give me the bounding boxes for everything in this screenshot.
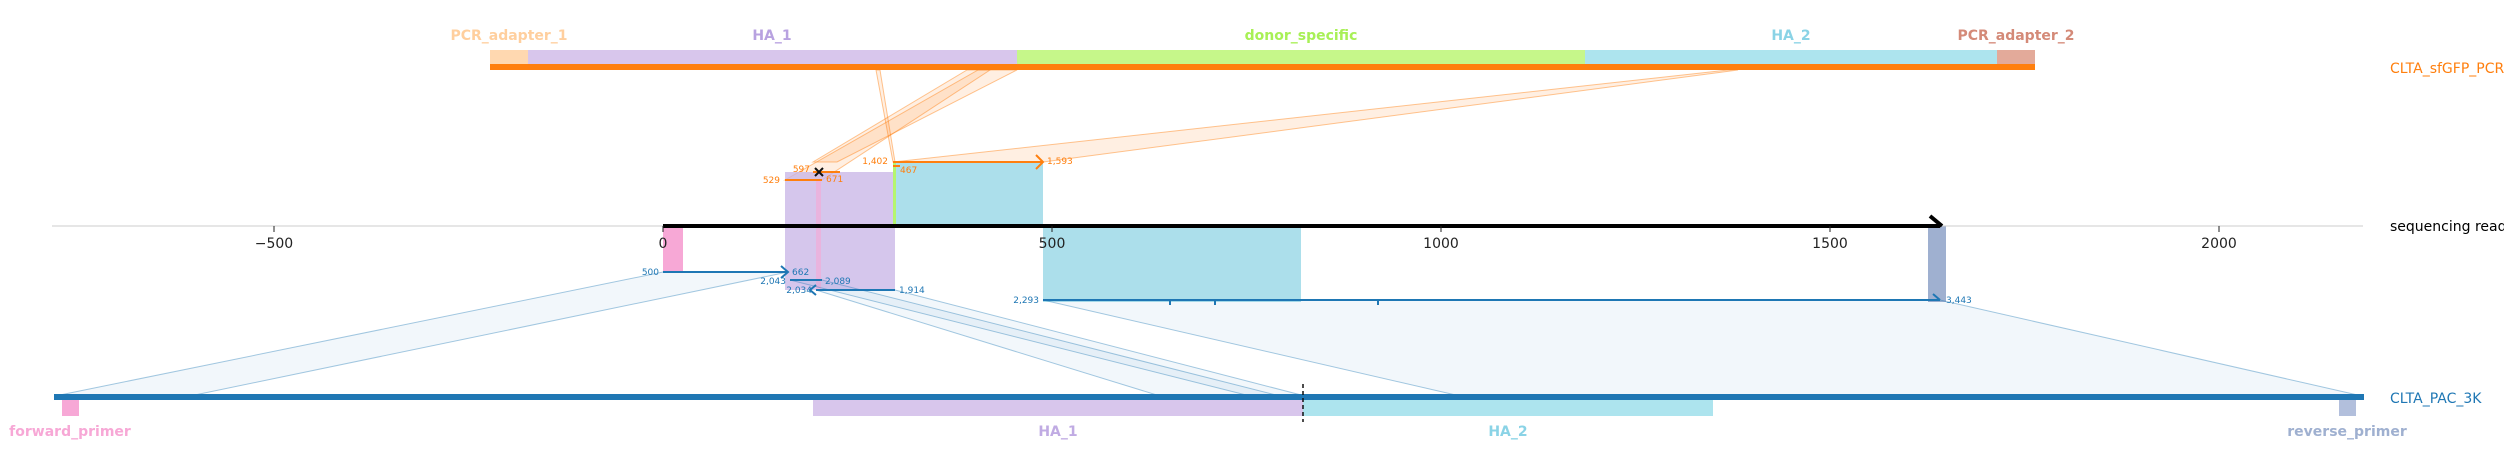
read-donor-strip <box>893 162 896 226</box>
top-aln-label-671: 671 <box>826 175 843 185</box>
read-small-strip <box>816 180 821 290</box>
bottom-feature-ha1-block <box>813 400 1303 416</box>
top-aln-arrow-end <box>1035 154 1045 170</box>
read-forward-primer <box>663 226 683 272</box>
read-ha2-highlight-upper <box>895 162 1043 226</box>
top-aln-label-467: 467 <box>900 166 917 176</box>
top-reference-line <box>490 64 2035 70</box>
bottom-feature-label-forward-primer: forward_primer <box>9 424 131 440</box>
read-axis-ticks <box>273 226 2220 232</box>
bottom-aln-label-3443: 3,443 <box>1946 296 1972 306</box>
top-reference-name: CLTA_sfGFP_PCR <box>2390 61 2504 77</box>
read-ha1-highlight <box>785 172 895 290</box>
top-aln-label-529: 529 <box>763 176 780 186</box>
top-feature-pcr-adapter-2-block <box>1997 50 2035 66</box>
bottom-aln-label-2089: 2,089 <box>825 277 851 287</box>
tick-label-1500: 1500 <box>1812 236 1848 252</box>
top-reference: PCR_adapter_1 HA_1 donor_specific HA_2 P… <box>450 28 2504 77</box>
top-feature-label-pcr-adapter-1: PCR_adapter_1 <box>450 28 567 44</box>
bottom-aln-label-2043: 2,043 <box>760 277 786 287</box>
top-alignment-fans <box>783 69 1739 181</box>
bottom-feature-label-ha1: HA_1 <box>1038 424 1077 440</box>
top-aln-label-1402: 1,402 <box>862 157 888 167</box>
top-feature-label-pcr-adapter-2: PCR_adapter_2 <box>1957 28 2074 44</box>
tick-label-2000: 2000 <box>2201 236 2237 252</box>
read-arrow-head <box>1928 214 1944 228</box>
bottom-reference: forward_primer HA_1 HA_2 reverse_primer … <box>9 384 2482 440</box>
top-fan-2 <box>892 69 1739 163</box>
bottom-alignment-fans <box>54 271 2363 397</box>
top-feature-label-ha1: HA_1 <box>752 28 791 44</box>
tick-label-neg500: −500 <box>255 236 293 252</box>
top-feature-ha1-block <box>528 50 1017 66</box>
read-reverse-primer <box>1928 226 1946 302</box>
top-feature-label-ha2: HA_2 <box>1771 28 1810 44</box>
bottom-aln-label-1914: 1,914 <box>899 286 925 296</box>
bottom-aln-arrow-1 <box>780 265 790 279</box>
bottom-reference-name: CLTA_PAC_3K <box>2390 391 2482 407</box>
bottom-fan-1 <box>54 271 789 397</box>
bottom-aln-label-2293: 2,293 <box>1013 296 1039 306</box>
bottom-alignment-segments <box>663 265 1941 305</box>
bottom-aln-label-2034: 2,034 <box>786 286 812 296</box>
bottom-reference-line <box>54 394 2364 400</box>
top-aln-cross <box>814 167 824 177</box>
bottom-aln-arrow-2 <box>808 284 817 296</box>
bottom-aln-arrow-3 <box>1932 293 1941 301</box>
top-feature-label-donor-specific: donor_specific <box>1245 28 1358 44</box>
bottom-feature-reverse-primer-block <box>2339 400 2356 416</box>
top-feature-ha2-block <box>1585 50 1997 66</box>
top-alignment-segments <box>785 154 1045 181</box>
tick-label-1000: 1000 <box>1423 236 1459 252</box>
bottom-aln-label-662: 662 <box>792 268 809 278</box>
read-alignments: 529 597 671 1,402 467 1,593 sequencing r… <box>52 154 2504 306</box>
bottom-feature-label-ha2: HA_2 <box>1488 424 1527 440</box>
top-feature-pcr-adapter-1-block <box>490 50 528 66</box>
read-ha2-highlight-lower <box>1043 226 1301 302</box>
tick-label-0: 0 <box>659 236 668 252</box>
top-feature-donor-specific-block <box>1017 50 1585 66</box>
read-name: sequencing read <box>2390 219 2504 235</box>
top-aln-label-597: 597 <box>793 165 810 175</box>
top-fan-1 <box>811 69 1018 163</box>
tick-label-500: 500 <box>1039 236 1066 252</box>
bottom-feature-label-reverse-primer: reverse_primer <box>2287 424 2407 440</box>
bottom-feature-forward-primer-block <box>62 400 79 416</box>
bottom-aln-label-500: 500 <box>642 268 659 278</box>
bottom-feature-ha2-block <box>1303 400 1713 416</box>
top-aln-label-1593: 1,593 <box>1047 157 1073 167</box>
